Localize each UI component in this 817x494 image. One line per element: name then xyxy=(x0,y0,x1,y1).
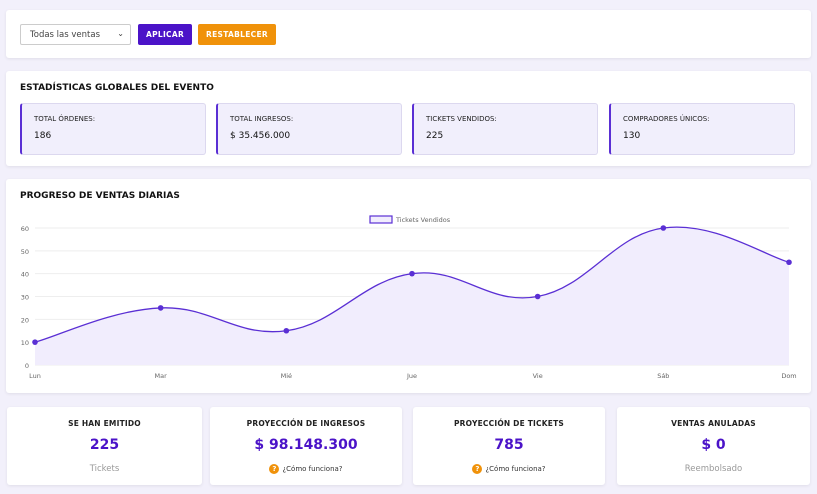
summary-revenue-projection: PROYECCIÓN DE INGRESOS $ 98.148.300? ¿Cómo… xyxy=(210,407,402,485)
legend-swatch xyxy=(369,215,393,224)
y-tick-label: 30 xyxy=(21,294,29,302)
section-title: PROGRESO DE VENTAS DIARIAS xyxy=(20,191,180,201)
stat-label: TICKETS VENDIDOS: xyxy=(426,115,497,123)
data-point xyxy=(157,305,164,311)
summary-ticket-projection: PROYECCIÓN DE TICKETS 785? ¿Cómo funciona? xyxy=(413,407,605,485)
y-tick-label: 50 xyxy=(21,248,29,256)
data-point xyxy=(534,293,541,300)
summary-title: VENTAS ANULADAS xyxy=(671,419,756,428)
daily-sales-card: PROGRESO DE VENTAS DIARIAS 0 10 20 30 40 50 60… xyxy=(6,179,811,393)
stat-value: $ 35.456.000 xyxy=(230,131,291,141)
stat-value: 225 xyxy=(426,131,444,141)
how-it-works-link[interactable]: ? ¿Cómo funciona? xyxy=(413,464,605,474)
summary-sub: Reembolsado xyxy=(684,464,743,474)
summary-title: PROYECCIÓN DE TICKETS xyxy=(453,419,565,428)
x-tick-label: Mar xyxy=(155,372,168,380)
x-tick-label: Vie xyxy=(533,372,543,380)
x-tick-label: Jue xyxy=(406,372,417,380)
global-stats-card: ESTADÍSTICAS GLOBALES DEL EVENTO TOTAL Ó… xyxy=(6,71,811,166)
y-tick-label: 10 xyxy=(21,339,29,347)
stat-label: TOTAL INGRESOS: xyxy=(230,115,294,123)
y-tick-label: 0 xyxy=(25,362,29,370)
question-icon: ? xyxy=(269,464,280,474)
filter-bar: Todas las ventas ⌄ APLICAR RESTABLECER xyxy=(6,10,811,58)
chevron-down-icon: ⌄ xyxy=(117,29,124,38)
help-text: ¿Cómo funciona? xyxy=(485,465,546,473)
question-icon: ? xyxy=(472,464,483,474)
summary-value: 225 xyxy=(89,437,120,453)
x-tick-label: Sáb xyxy=(657,372,669,380)
daily-sales-chart: 0 10 20 30 40 50 60 Lun Mar Mié Jue Vie Sáb Dom Ticket… xyxy=(21,215,797,380)
data-point xyxy=(283,327,290,334)
stat-label: COMPRADORES ÚNICOS: xyxy=(623,115,710,123)
summary-value: 785 xyxy=(494,437,524,453)
stat-label: TOTAL ÓRDENES: xyxy=(34,115,96,123)
data-point xyxy=(32,339,38,345)
data-point xyxy=(786,259,792,266)
data-point xyxy=(409,270,415,277)
summary-value: $ 98.148.300 xyxy=(254,437,358,453)
select-value: Todas las ventas xyxy=(30,30,101,40)
summary-issued: SE HAN EMITIDO 225 Tickets xyxy=(7,407,202,485)
help-text: ¿Cómo funciona? xyxy=(282,465,343,473)
stat-total-orders: TOTAL ÓRDENES: 186 xyxy=(20,103,206,155)
x-tick-label: Mié xyxy=(281,372,292,380)
legend-label: Tickets Vendidos xyxy=(395,216,451,224)
stat-unique-buyers: COMPRADORES ÚNICOS: 130 xyxy=(609,103,795,155)
summary-value: $ 0 xyxy=(701,437,726,453)
summary-cancelled: VENTAS ANULADAS $ 0 Reembolsado xyxy=(617,407,810,485)
sales-filter-select[interactable]: Todas las ventas ⌄ xyxy=(20,24,131,45)
summary-title: SE HAN EMITIDO xyxy=(68,419,141,428)
y-tick-label: 60 xyxy=(21,225,29,233)
summary-title: PROYECCIÓN DE INGRESOS xyxy=(246,419,366,428)
stat-value: 130 xyxy=(623,131,641,141)
how-it-works-link[interactable]: ? ¿Cómo funciona? xyxy=(210,464,402,474)
stat-value: 186 xyxy=(34,131,52,141)
data-point xyxy=(660,225,667,231)
y-tick-label: 20 xyxy=(21,316,29,324)
stat-total-revenue: TOTAL INGRESOS: $ 35.456.000 xyxy=(216,103,402,155)
y-tick-label: 40 xyxy=(21,271,29,279)
stat-tickets-sold: TICKETS VENDIDOS: 225 xyxy=(412,103,598,155)
reset-button[interactable]: RESTABLECER xyxy=(198,24,276,45)
summary-sub: Tickets xyxy=(89,464,120,474)
x-tick-label: Dom xyxy=(781,372,796,380)
x-tick-label: Lun xyxy=(29,372,41,380)
section-title: ESTADÍSTICAS GLOBALES DEL EVENTO xyxy=(20,83,214,93)
apply-button[interactable]: APLICAR xyxy=(138,24,192,45)
